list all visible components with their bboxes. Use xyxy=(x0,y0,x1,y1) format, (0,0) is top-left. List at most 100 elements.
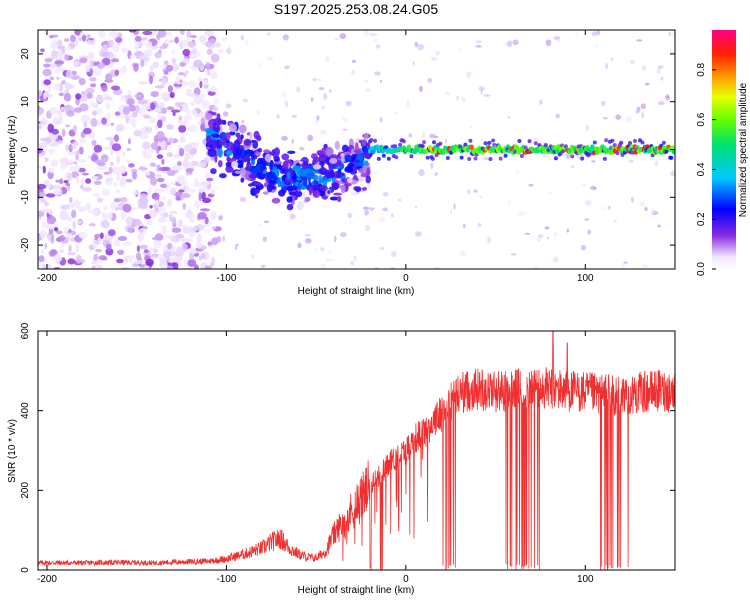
spectrogram-cell xyxy=(157,145,162,151)
spectrogram-cell xyxy=(184,70,189,75)
spectrogram-cell xyxy=(50,249,57,256)
spectrogram-cell xyxy=(284,100,289,108)
spectrogram-cell xyxy=(379,116,383,123)
spectrogram-cell xyxy=(507,40,513,48)
spectrogram-cell xyxy=(58,92,64,97)
spectrogram-cell xyxy=(445,137,447,144)
spectrogram-cell xyxy=(325,258,333,262)
spectrogram-cell xyxy=(154,85,165,89)
spectrogram-cell xyxy=(177,145,182,150)
spectrogram-cell xyxy=(292,165,302,172)
spectrogram-cell xyxy=(210,121,214,125)
spectrogram-cell xyxy=(299,146,305,151)
x-tick-label: -100 xyxy=(216,574,236,585)
spectrogram-cell xyxy=(282,34,289,41)
spectrogram-cell xyxy=(276,164,283,170)
spectrogram-cell xyxy=(161,212,169,218)
spectrogram-cell xyxy=(56,76,60,80)
spectrogram-cell xyxy=(444,92,451,95)
spectrogram-cell xyxy=(287,150,296,154)
spectrogram-cell xyxy=(127,255,135,259)
spectrogram-cell xyxy=(91,265,96,269)
spectrogram-cell xyxy=(101,117,107,125)
spectrogram-cell xyxy=(325,146,334,157)
spectrogram-cell xyxy=(167,242,173,250)
snr-panel: -200 -100 0 100 0 200 400 600 Height of straigh… xyxy=(7,322,676,596)
spectrogram-cell xyxy=(374,266,379,269)
spectrogram-cell xyxy=(122,203,132,213)
spectrogram-cell xyxy=(580,245,587,251)
spectrogram-cell xyxy=(132,123,137,128)
spectrogram-cell xyxy=(64,104,71,110)
spectrogram-cell xyxy=(398,142,403,147)
spectrogram-cell xyxy=(189,246,195,254)
spectrogram-cell xyxy=(353,149,362,154)
spectrogram-cell xyxy=(394,155,399,160)
spectrogram-cell xyxy=(112,89,123,96)
spectrogram-cell xyxy=(449,209,452,214)
spectrogram-cell xyxy=(89,77,97,82)
spectrogram-cell xyxy=(213,42,221,48)
spectrogram-cell xyxy=(408,133,413,138)
spectrogram-cell xyxy=(467,157,472,161)
spectrogram-cell xyxy=(552,256,559,263)
spectrogram-cell xyxy=(157,119,163,129)
spectrogram-cell xyxy=(235,132,241,138)
spectrogram-cell xyxy=(480,88,483,95)
spectrogram-cell xyxy=(122,241,133,246)
spectrogram-cell xyxy=(162,251,172,258)
spectrogram-cell xyxy=(148,209,158,218)
spectrogram-cell xyxy=(147,187,152,195)
spectrogram-cell xyxy=(44,58,53,63)
spectrogram-cell xyxy=(64,53,69,61)
spectrogram-cell xyxy=(184,238,193,243)
spectrogram-cell xyxy=(203,79,209,86)
spectrogram-cell xyxy=(291,115,298,118)
spectrogram-cell xyxy=(178,219,183,228)
spectrogram-cell xyxy=(103,205,108,211)
spectrogram-cell xyxy=(125,216,133,225)
spectrogram-cell xyxy=(430,56,438,61)
spectrogram-cell xyxy=(162,93,170,102)
spectrogram-cell xyxy=(160,107,167,114)
spectrogram-cell xyxy=(655,160,658,167)
spectrogram-cell xyxy=(120,177,127,186)
spectrogram-cell xyxy=(257,224,263,227)
spectrogram-cell xyxy=(83,127,92,135)
spectrogram-cell xyxy=(162,196,166,201)
spectrogram-cell xyxy=(89,83,97,88)
spectrogram-cell xyxy=(503,153,508,158)
spectrogram-cell xyxy=(363,79,369,83)
spectrogram-cell xyxy=(155,199,160,206)
spectrogram-cell xyxy=(65,144,69,152)
spectrogram-cell xyxy=(127,227,134,233)
spectrogram-cell xyxy=(107,229,116,237)
spectrogram-cell xyxy=(518,211,525,216)
spectrogram-cell xyxy=(186,30,192,39)
spectrogram-cell xyxy=(334,140,340,150)
spectrogram-cell xyxy=(48,35,54,39)
spectrogram-cell xyxy=(49,76,55,81)
spectrogram-cell xyxy=(264,172,274,177)
spectrogram-cell xyxy=(225,164,234,173)
spectrogram-cell xyxy=(167,198,172,207)
spectrogram-cell xyxy=(41,197,46,203)
spectrogram-cell xyxy=(286,203,294,211)
spectrogram-cell xyxy=(101,211,106,219)
spectrogram-cell xyxy=(185,210,195,219)
spectrogram-cell xyxy=(96,95,106,103)
spectrogram-cell xyxy=(111,143,122,152)
spectrogram-cell xyxy=(156,130,165,140)
spectrogram-cell xyxy=(288,191,297,196)
spectrogram-cell xyxy=(199,80,203,89)
spectrogram-cell xyxy=(670,170,675,177)
spectrogram-cell xyxy=(67,151,77,155)
spectrogram-cell xyxy=(259,165,264,174)
spectrogram-cell xyxy=(145,41,153,49)
x-tick-label: 100 xyxy=(577,574,594,585)
spectrogram-cell xyxy=(582,183,587,186)
spectrogram-cell xyxy=(187,124,198,133)
spectrogram-cell xyxy=(190,48,198,54)
spectrogram-cell xyxy=(507,116,511,119)
spectrogram-cell xyxy=(580,156,585,161)
